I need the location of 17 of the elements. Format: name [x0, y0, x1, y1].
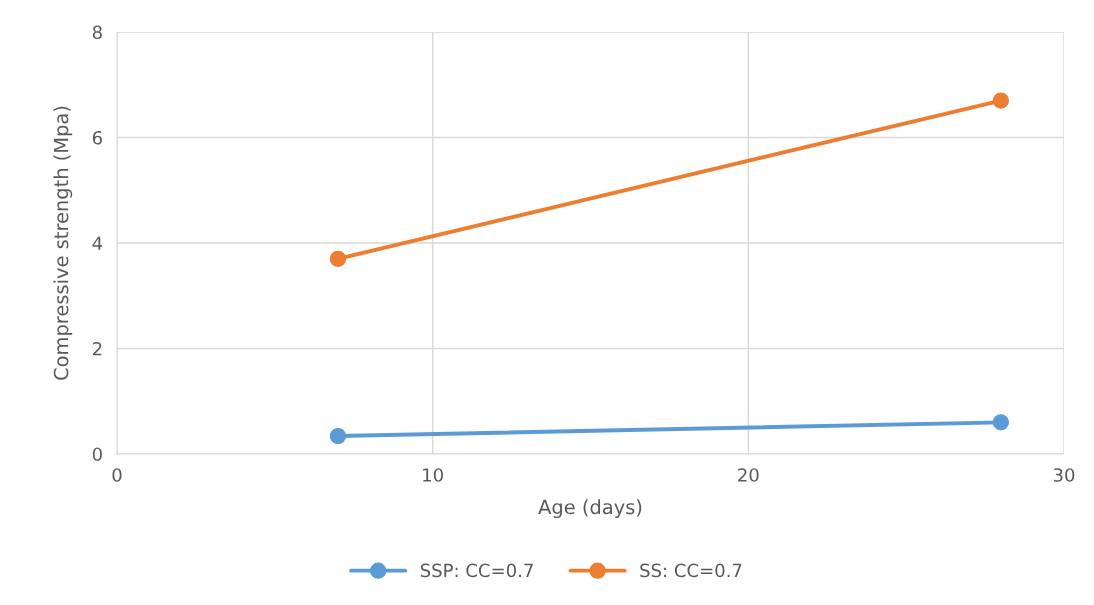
x-tick-label: 10	[423, 468, 443, 482]
y-axis-title: Compressive strength (Mpa)	[53, 106, 73, 380]
legend-label: SSP: CC=0.7	[420, 563, 533, 578]
y-tick-label: 8	[92, 25, 102, 40]
point	[329, 250, 347, 267]
point	[329, 427, 347, 445]
y-tick-label: 6	[92, 130, 102, 145]
x-tick-label: 30	[1053, 468, 1075, 482]
legend-label: SS: CC=0.7	[640, 563, 742, 578]
y-tick-label: 2	[92, 341, 102, 356]
y-tick-label: 0	[92, 447, 102, 462]
y-tick-label: 4	[92, 236, 103, 250]
x-axis-title: Age (days)	[538, 499, 642, 519]
x-tick-label: 20	[738, 468, 759, 482]
x-tick-label: 0	[112, 468, 122, 482]
point	[992, 414, 1010, 431]
point	[992, 92, 1010, 109]
